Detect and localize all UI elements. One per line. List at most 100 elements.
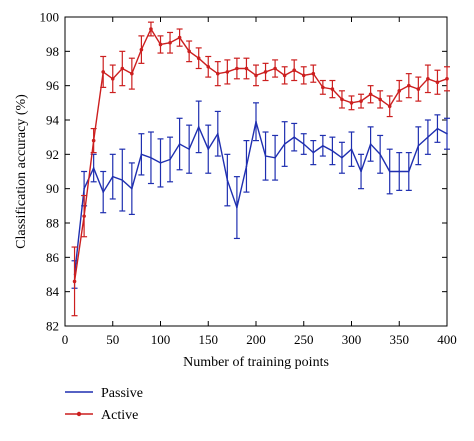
x-axis-title: Number of training points	[183, 355, 329, 370]
data-point-passive	[322, 144, 324, 147]
data-point-passive	[427, 136, 429, 138]
data-point-active	[130, 71, 134, 76]
x-tick-label: 0	[62, 332, 69, 347]
data-point-active	[235, 66, 239, 71]
data-point-passive	[226, 179, 229, 181]
data-point-active	[254, 73, 258, 78]
legend-label-passive: Passive	[101, 386, 143, 401]
data-point-active	[72, 279, 77, 284]
data-point-active	[244, 66, 249, 71]
series-active	[71, 21, 450, 317]
data-point-passive	[131, 187, 133, 190]
data-point-passive	[350, 148, 353, 150]
data-point-active	[158, 42, 163, 47]
legend: Passive Active	[65, 386, 143, 423]
data-point-passive	[111, 175, 114, 178]
data-point-passive	[92, 167, 95, 169]
data-point-active	[349, 101, 354, 105]
y-tick-label: 96	[46, 78, 60, 93]
data-point-passive	[360, 170, 362, 173]
x-tick-label: 150	[199, 332, 219, 347]
data-point-active	[340, 97, 344, 102]
data-point-passive	[341, 156, 343, 159]
data-point-passive	[217, 132, 219, 135]
plot-area: 0 50 100 150 200 250 300 350 400 82 84 86 88 90 92 94 96…	[40, 10, 457, 348]
data-point-passive	[150, 156, 152, 159]
data-point-passive	[140, 153, 143, 156]
x-tick-label: 100	[151, 332, 171, 347]
x-tick-label: 300	[342, 332, 362, 347]
data-point-active	[416, 87, 421, 91]
data-point-active	[445, 77, 449, 81]
data-point-passive	[245, 165, 248, 168]
data-point-active	[139, 47, 144, 52]
data-point-active	[397, 89, 402, 93]
x-tick-label: 400	[437, 332, 457, 347]
data-point-active	[91, 138, 96, 143]
data-point-passive	[274, 156, 276, 159]
legend-label-active: Active	[101, 408, 138, 423]
y-tick-label: 86	[46, 250, 60, 265]
data-point-passive	[436, 127, 439, 130]
data-point-active	[225, 70, 230, 74]
data-point-active	[435, 80, 440, 85]
y-tick-label: 94	[46, 113, 60, 128]
y-tick-label: 92	[46, 147, 59, 162]
data-point-active	[311, 71, 316, 76]
data-point-passive	[169, 158, 171, 161]
data-point-active	[282, 73, 287, 78]
series-line-active	[73, 27, 448, 282]
data-point-active	[263, 70, 268, 74]
legend-marker-active	[76, 411, 82, 417]
data-point-active	[196, 56, 201, 60]
data-point-active	[149, 27, 153, 31]
data-point-active	[216, 71, 220, 76]
x-tick-label: 50	[106, 332, 119, 347]
data-point-active	[368, 92, 373, 97]
data-point-active	[273, 66, 277, 71]
data-point-active	[321, 85, 325, 90]
data-point-passive	[188, 148, 190, 150]
y-tick-label: 98	[46, 44, 59, 59]
data-point-active	[426, 77, 430, 81]
data-point-passive	[293, 136, 296, 138]
y-tick-label: 82	[46, 319, 59, 334]
y-axis-title: Classification accuracy (%)	[14, 94, 29, 249]
y-tick-label: 90	[46, 181, 59, 196]
data-point-active	[187, 49, 191, 54]
data-point-active	[168, 40, 172, 45]
data-point-active	[101, 70, 105, 74]
data-point-passive	[398, 170, 401, 173]
data-point-active	[387, 104, 392, 109]
x-tick-label: 250	[294, 332, 314, 347]
data-point-passive	[312, 151, 315, 154]
data-point-active	[206, 64, 211, 69]
x-tick-label: 350	[390, 332, 410, 347]
x-tick-label: 200	[246, 332, 266, 347]
data-point-passive	[121, 179, 124, 181]
data-point-passive	[408, 170, 410, 173]
data-point-passive	[369, 143, 372, 145]
data-point-passive	[102, 191, 104, 193]
data-point-passive	[388, 170, 391, 173]
y-tick-label: 84	[46, 284, 60, 299]
data-point-passive	[236, 206, 238, 209]
data-point-passive	[264, 155, 267, 157]
data-point-active	[82, 214, 86, 218]
data-point-active	[330, 87, 335, 91]
data-point-active	[407, 83, 411, 88]
data-point-active	[292, 68, 297, 73]
data-point-active	[301, 73, 306, 78]
data-point-active	[110, 77, 115, 81]
data-point-passive	[446, 132, 448, 135]
series-passive	[71, 100, 450, 289]
data-point-passive	[379, 153, 381, 156]
data-point-passive	[302, 143, 305, 145]
y-tick-label: 88	[46, 216, 59, 231]
data-point-passive	[159, 162, 162, 164]
data-point-passive	[197, 126, 200, 128]
data-point-active	[359, 99, 363, 103]
y-tick-label: 100	[40, 10, 60, 25]
series-line-passive	[73, 121, 448, 275]
